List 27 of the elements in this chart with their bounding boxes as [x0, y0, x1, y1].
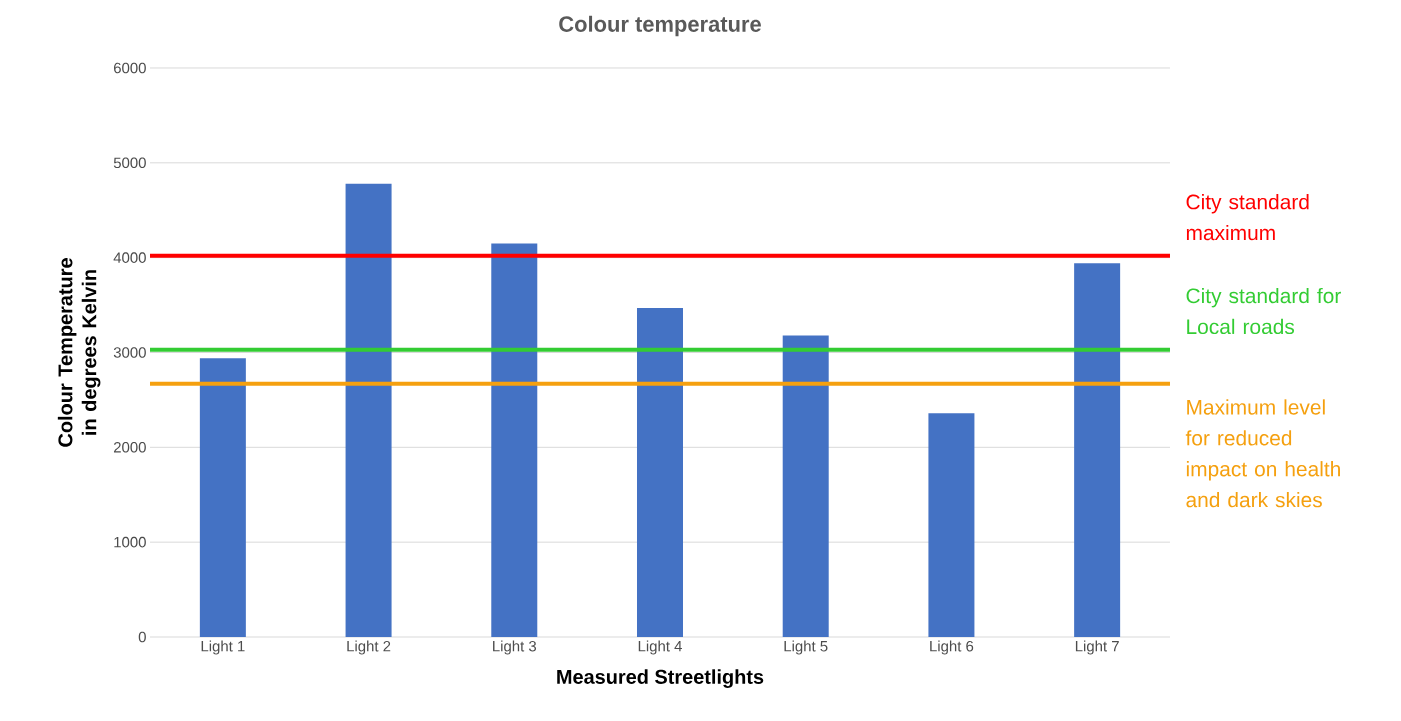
x-axis-title: Measured Streetlights	[557, 669, 764, 688]
ref-line-label: Maximum level for reduced impact on health and dark skies	[1185, 399, 1340, 508]
chart-title: Colour temperature	[559, 15, 761, 37]
bar	[782, 335, 829, 637]
bar	[345, 183, 392, 637]
x-tick-label: Light 2	[347, 640, 391, 655]
bar	[637, 307, 683, 637]
y-tick-label: 1000	[114, 536, 146, 548]
x-tick-label: Light 6	[930, 640, 974, 655]
x-tick-label: Light 5	[784, 640, 828, 655]
bar	[199, 358, 246, 637]
x-tick-label: Light 3	[493, 640, 537, 655]
bar	[1074, 263, 1121, 637]
y-axis-title: Colour Temperature in degrees Kelvin	[57, 258, 101, 447]
ref-line-label: City standard for Local roads	[1186, 287, 1341, 335]
bar	[928, 413, 975, 637]
y-tick-label: 6000	[114, 62, 146, 74]
ref-line-label: City standard maximum	[1186, 193, 1309, 241]
bar	[491, 243, 538, 637]
x-tick-label: Light 4	[638, 640, 682, 655]
y-tick-label: 0	[138, 631, 146, 643]
y-tick-label: 4000	[113, 252, 146, 263]
y-tick-label: 5000	[113, 157, 146, 169]
y-tick-label: 3000	[113, 347, 146, 358]
x-tick-label: Light 1	[201, 640, 245, 655]
x-tick-label: Light 7	[1075, 640, 1119, 655]
y-tick-label: 2000	[113, 442, 146, 453]
